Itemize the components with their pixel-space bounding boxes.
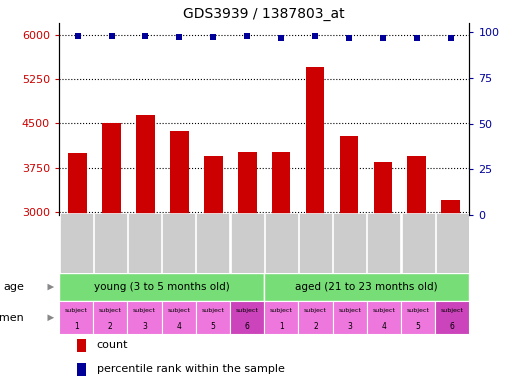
Point: [73, 33, 82, 39]
Bar: [401, 301, 435, 334]
Text: young (3 to 5 months old): young (3 to 5 months old): [94, 282, 229, 292]
Text: subject: subject: [99, 308, 122, 313]
Bar: [102, 124, 121, 384]
Text: subject: subject: [202, 308, 224, 313]
Text: percentile rank within the sample: percentile rank within the sample: [97, 364, 285, 374]
Bar: [435, 301, 469, 334]
Text: 6: 6: [245, 323, 249, 331]
Text: specimen: specimen: [0, 313, 24, 323]
Bar: [264, 273, 469, 301]
Text: subject: subject: [407, 308, 429, 313]
Bar: [332, 301, 367, 334]
Bar: [170, 131, 189, 384]
Point: [447, 35, 455, 41]
Bar: [231, 213, 264, 273]
Text: aged (21 to 23 months old): aged (21 to 23 months old): [295, 282, 438, 292]
Text: 2: 2: [108, 323, 113, 331]
Text: subject: subject: [65, 308, 88, 313]
Text: subject: subject: [372, 308, 396, 313]
Text: subject: subject: [338, 308, 361, 313]
Bar: [367, 213, 400, 273]
Bar: [265, 213, 298, 273]
Bar: [59, 301, 93, 334]
Point: [413, 35, 421, 41]
Bar: [59, 273, 264, 301]
Point: [209, 34, 218, 40]
Text: 5: 5: [416, 323, 421, 331]
Text: subject: subject: [304, 308, 327, 313]
Text: 5: 5: [210, 323, 215, 331]
Bar: [340, 136, 358, 384]
Text: subject: subject: [167, 308, 190, 313]
Point: [107, 33, 115, 39]
Bar: [128, 213, 161, 273]
Bar: [238, 152, 256, 384]
Text: subject: subject: [441, 308, 464, 313]
Bar: [77, 362, 87, 376]
Bar: [204, 156, 223, 384]
Point: [142, 33, 150, 39]
Bar: [196, 301, 230, 334]
Text: subject: subject: [133, 308, 156, 313]
Bar: [441, 200, 460, 384]
Point: [277, 35, 285, 41]
Bar: [367, 301, 401, 334]
Bar: [333, 213, 366, 273]
Text: 1: 1: [74, 323, 78, 331]
Point: [311, 33, 319, 39]
Text: 3: 3: [142, 323, 147, 331]
Text: 3: 3: [347, 323, 352, 331]
Text: 6: 6: [450, 323, 455, 331]
Bar: [230, 301, 264, 334]
Text: 4: 4: [382, 323, 386, 331]
Bar: [162, 301, 196, 334]
Text: subject: subject: [235, 308, 259, 313]
Point: [175, 34, 184, 40]
Text: age: age: [3, 282, 24, 292]
Bar: [60, 213, 92, 273]
Bar: [94, 213, 127, 273]
Bar: [68, 153, 87, 384]
Bar: [306, 67, 324, 384]
Point: [379, 35, 387, 41]
Text: 4: 4: [176, 323, 181, 331]
Bar: [373, 162, 392, 384]
Text: subject: subject: [270, 308, 293, 313]
Bar: [162, 213, 195, 273]
Text: count: count: [97, 340, 128, 350]
Text: 1: 1: [279, 323, 284, 331]
Bar: [127, 301, 162, 334]
Bar: [436, 213, 469, 273]
Bar: [264, 301, 299, 334]
Bar: [299, 301, 332, 334]
Bar: [136, 114, 155, 384]
Title: GDS3939 / 1387803_at: GDS3939 / 1387803_at: [183, 7, 345, 21]
Bar: [93, 301, 127, 334]
Bar: [77, 339, 87, 352]
Text: 2: 2: [313, 323, 318, 331]
Bar: [196, 213, 229, 273]
Bar: [402, 213, 435, 273]
Point: [243, 33, 251, 39]
Bar: [299, 213, 332, 273]
Point: [345, 35, 353, 41]
Bar: [272, 152, 290, 384]
Bar: [407, 156, 426, 384]
